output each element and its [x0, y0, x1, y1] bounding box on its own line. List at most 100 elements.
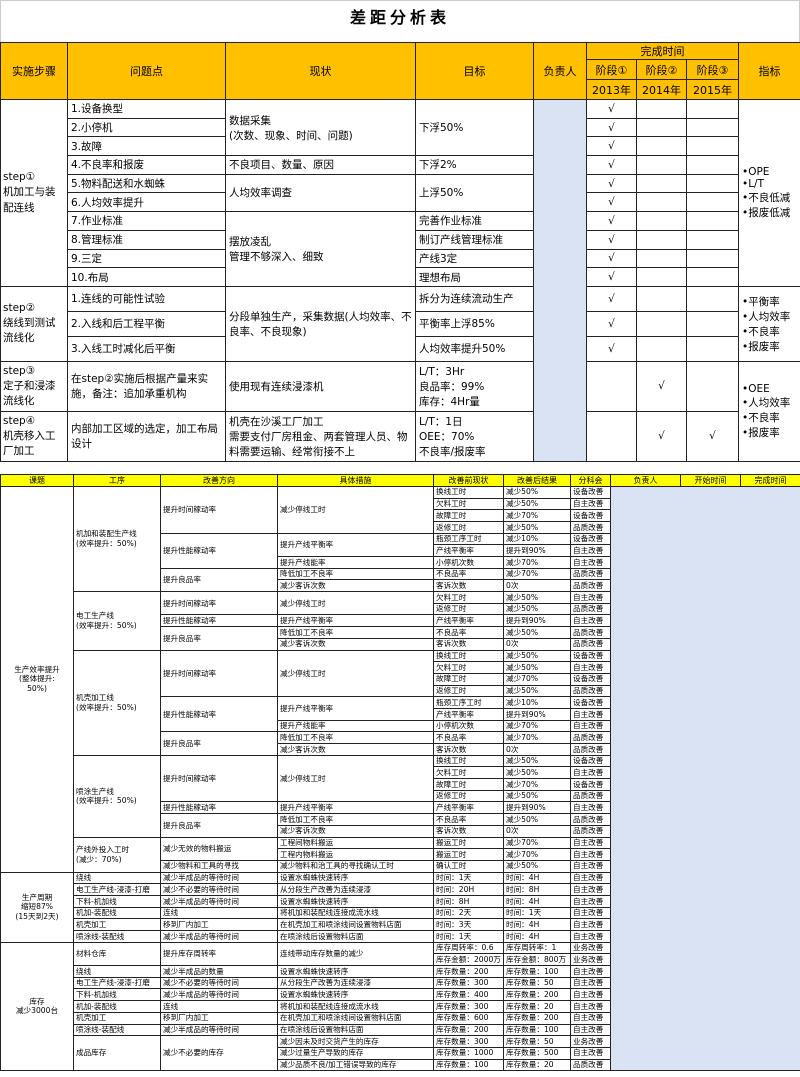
plan-row: 减少客诉次数 客诉次数 0次 品质改善: [1, 824, 800, 838]
after-result-cell: 减少50%: [503, 602, 571, 616]
gap-row: 8.管理标准 制订产线管理标准 √: [1, 229, 800, 250]
plan-table-header: 课题 工序 改善方向 具体措施 改善前现状 改善后结果 分科会 负责人 开始时间 完成时间: [0, 473, 800, 487]
before-status-cell: 产线平衡率: [433, 707, 504, 721]
before-status-cell: 时间：1天: [433, 930, 504, 943]
gap-row: step④ 机壳移入工厂加工 内部加工区域的选定，加工布局设计 机壳在沙溪工厂加工 …: [0, 410, 800, 462]
subcommittee-cell: 品质改善: [570, 520, 611, 534]
before-status-cell: 瓶颈工序工时: [433, 532, 504, 546]
plan-row: 成品库存 减少不必要的库存 减少因未及时交货产生的库存 库存数量：300 库存数量：50…: [1, 1035, 800, 1072]
after-result-cell: 减少50%: [503, 766, 571, 780]
target-cell: 人均效率提升50%: [415, 335, 534, 362]
target-cell: 平衡率上浮85%: [415, 310, 534, 337]
empty-check-cell: [686, 285, 739, 312]
check-mark: √: [586, 310, 637, 337]
measure-cell: 在机壳加工和喷涂线间设置物料店面: [277, 918, 434, 931]
problem-cell: 1.连线的可能性试验: [67, 285, 226, 312]
after-result-cell: 提升到90%: [503, 707, 571, 721]
after-result-cell: 提升到90%: [503, 801, 571, 815]
before-status-cell: 搬运工时: [433, 836, 504, 850]
before-status-cell: 客诉次数: [433, 579, 504, 593]
plan-row: 电工生产线-浸漆-打磨 减少不必要的等待时间 从分段生产改善为连续浸漆 时间：20H 时…: [1, 883, 800, 896]
measure-cell: 设置水蜘蛛快速转序: [277, 894, 434, 908]
after-result-cell: 减少70%: [503, 509, 571, 522]
direction-cell: 提升性能稼动率: [160, 614, 278, 628]
process-cell: 喷涂线-装配线: [73, 1023, 161, 1037]
direction-cell: 提升良品率: [160, 813, 278, 838]
direction-cell: 减少半成品的数量: [160, 965, 278, 978]
header-year-1: 2013年: [586, 79, 637, 100]
before-status-cell: 库存数量：300: [433, 976, 504, 990]
plan-row: 产线平衡率 提升到90% 自主改善: [1, 544, 800, 557]
problem-cell: 2.入线和后工程平衡: [67, 310, 226, 337]
plan-row: 提升良品率 降低加工不良率 不良品率 减少50% 品质改善: [1, 626, 800, 651]
after-result-cell: 减少50%: [503, 649, 571, 663]
check-mark: √: [586, 335, 637, 362]
measure-cell: 提升产线能率: [277, 719, 434, 733]
plan-row: 库存金额：2000万 库存金额：800万 业务改善: [1, 953, 800, 967]
measure-cell: 提升产线能率: [277, 556, 434, 569]
after-result-cell: 减少50%: [503, 754, 571, 768]
plan-header-0: 课题: [0, 473, 74, 487]
after-result-cell: 减少50%: [503, 497, 571, 511]
check-mark: √: [586, 211, 637, 231]
header-stage-3: 阶段③: [686, 59, 739, 80]
direction-cell: 提升时间稼动率: [160, 649, 278, 698]
status-cell: 分段单独生产，采集数据(人均效率、不良率、不良现象): [225, 285, 416, 362]
plan-header-1: 工序: [73, 473, 161, 487]
direction-cell: 提升良品率: [160, 567, 278, 593]
after-result-cell: 减少70%: [503, 672, 571, 686]
before-status-cell: 库存金额：2000万: [433, 953, 504, 967]
before-status-cell: 小停机次数: [433, 719, 504, 733]
plan-row: 下料-机加线 减少半成品的等待时间 设置水蜘蛛快速转序 时间：8H 时间：4H 自主改善: [1, 894, 800, 908]
subcommittee-cell: 自主改善: [570, 859, 611, 873]
direction-cell: 减少半成品的等待时间: [160, 988, 278, 1002]
problem-cell: 9.三定: [67, 248, 226, 269]
target-cell: 拆分为连续流动生产: [415, 285, 534, 312]
measure-cell: 减少品质不良/加工错误导致的库存: [277, 1058, 434, 1072]
before-status-cell: 瓶颈工序工时: [433, 696, 504, 709]
process-cell: 电工生产线 (效率提升：50%): [73, 591, 161, 651]
problem-cell: 7.作业标准: [67, 211, 226, 231]
plan-row: 提升良品率 降低加工不良率 不良品率 减少70% 品质改善: [1, 567, 800, 593]
problem-cell: 在step②实施后根据产量来实施，备注：追加承重机构: [67, 360, 226, 412]
before-status-cell: 库存数量：400: [433, 988, 504, 1002]
subcommittee-cell: 品质改善: [570, 637, 611, 651]
after-result-cell: 减少50%: [503, 591, 571, 604]
process-cell: 电工生产线-浸漆-打磨: [73, 883, 161, 896]
check-mark: √: [586, 99, 637, 119]
process-cell: 机壳加工线 (效率提升：50%): [73, 649, 161, 756]
measure-cell: 设置水蜘蛛快速转序: [277, 965, 434, 978]
measure-cell: 将机加和装配线连接成流水线: [277, 906, 434, 920]
before-status-cell: 欠料工时: [433, 766, 504, 780]
measure-cell: 减少客诉次数: [277, 743, 434, 756]
gap-row: step② 绕线到测试流线化 1.连线的可能性试验 分段单独生产，采集数据(人均效率…: [0, 285, 800, 362]
before-status-cell: 返修工时: [433, 789, 504, 803]
plan-header-3: 具体措施: [277, 473, 434, 487]
subcommittee-cell: 设备改善: [570, 778, 611, 791]
after-result-cell: 减少70%: [503, 556, 571, 569]
process-cell: 产线外投入工时 (减少：70%): [73, 836, 161, 873]
plan-row: 故障工时 减少70% 设备改善: [1, 778, 800, 791]
before-status-cell: 搬运工时: [433, 848, 504, 861]
subcommittee-cell: 业务改善: [570, 953, 611, 967]
empty-check-cell: [636, 267, 687, 287]
plan-row: 提升良品率 降低加工不良率 不良品率 减少50% 品质改善: [1, 813, 800, 838]
before-status-cell: 不良品率: [433, 813, 504, 826]
header-year-3: 2015年: [686, 79, 739, 100]
direction-cell: 减少半成品的等待时间: [160, 871, 278, 885]
subcommittee-cell: 品质改善: [570, 684, 611, 698]
process-cell: 绕线: [73, 965, 161, 978]
after-result-cell: 减少70%: [503, 778, 571, 791]
plan-row: 返修工时 减少50% 品质改善: [1, 789, 800, 803]
subcommittee-cell: 自主改善: [570, 801, 611, 815]
before-status-cell: 返修工时: [433, 684, 504, 698]
process-cell: 机壳加工: [73, 918, 161, 931]
problem-cell: 3.入线工时减化后平衡: [67, 335, 226, 362]
after-result-cell: 时间：1天: [503, 906, 571, 920]
empty-check-cell: [686, 360, 739, 412]
direction-cell: 提升性能稼动率: [160, 532, 278, 569]
header-completion: 完成时间: [586, 42, 739, 60]
after-result-cell: 提升到90%: [503, 544, 571, 557]
subcommittee-cell: 自主改善: [570, 544, 611, 557]
measure-cell: 减少停线工时: [277, 591, 434, 616]
